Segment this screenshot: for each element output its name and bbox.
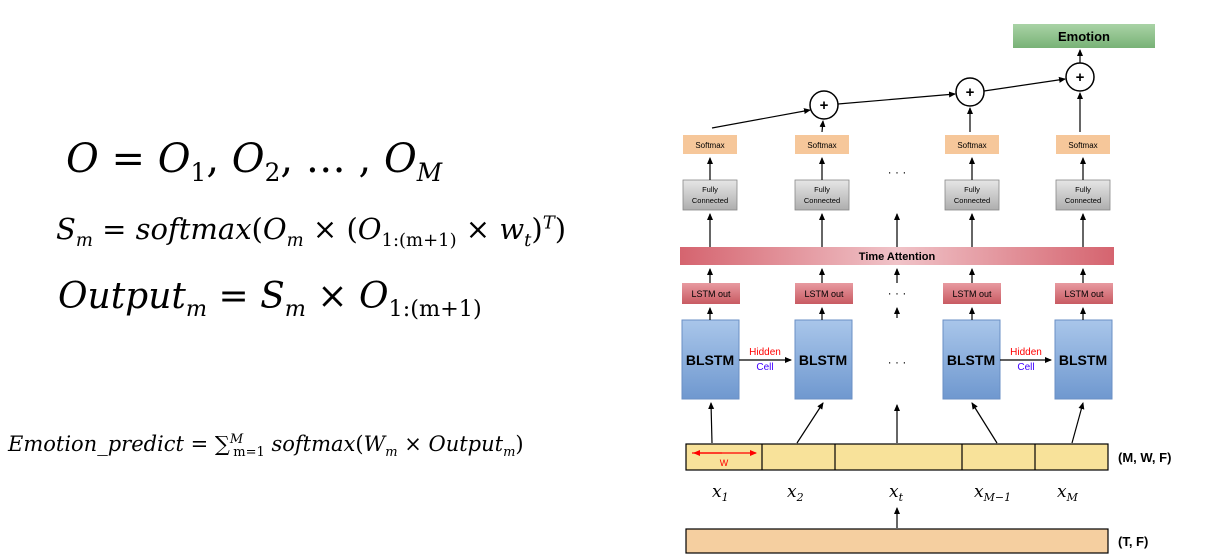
eq-ellipsis: … [305,136,346,182]
eq-subscript: m [385,445,398,461]
eq-subscript: 2 [264,158,281,187]
blstm-box [1054,319,1113,400]
eq-symbol: Emotion_predict [8,432,184,456]
lstm-out-box [1055,283,1113,304]
time-attention-bar [680,247,1114,265]
blstm-box [942,319,1001,400]
sum-node-2: + [955,77,985,107]
softmax-label: Softmax [807,141,836,150]
eq-symbol: O [157,136,191,182]
layer-arrows [707,157,1086,528]
ellipsis-dots: · · · [888,355,907,369]
softmax-label: Softmax [957,141,986,150]
hidden-label: Hidden [1010,347,1042,358]
emotion-output-box [1013,24,1155,48]
softmax-box [795,135,849,154]
window-width-label: W [720,458,729,468]
eq-symbol: Output [428,432,504,456]
blstm-box [681,319,740,400]
eq-subscript: m=1 [233,445,265,461]
sum-node-1: + [809,90,839,120]
fc-label-line2: Connected [804,196,840,205]
eq-subscript: 1:(m+1) [381,229,457,251]
eq-subscript: m [75,229,93,251]
eq-subscript: m [503,445,516,461]
x-label: xt [889,482,904,504]
raw-input-bar [685,528,1109,554]
column-2: Softmax Fully Connected LSTM out BLSTM [794,135,853,400]
fully-connected-box [682,179,738,211]
fc-label-line2: Connected [1065,196,1101,205]
fc-label-line2: Connected [954,196,990,205]
softmax-label: Softmax [1068,141,1097,150]
plus-symbol: + [820,97,829,114]
lstm-out-box [943,283,1001,304]
equation-emotion-predict: Emotion_predict = ∑Mm=1 softmax(Wm × Out… [8,432,524,461]
x-label: xM [1057,482,1079,504]
eq-function: softmax [135,212,252,246]
blstm-label: BLSTM [1059,352,1107,368]
fc-label-line1: Fully [814,185,830,194]
lstm-out-box [795,283,853,304]
cell-label: Cell [756,362,773,373]
softmax-label: Softmax [695,141,724,150]
eq-subscript: m [286,229,304,251]
plus-symbol: + [966,84,975,101]
lstm-out-label: LSTM out [691,289,731,299]
softmax-box [683,135,737,154]
aggregation-arrows [711,49,1083,133]
time-attention-label: Time Attention [859,251,936,263]
tf-shape-label: (T, F) [1118,534,1148,549]
eq-superscript: T [542,212,555,234]
fc-label-line1: Fully [964,185,980,194]
eq-subscript: t [524,229,532,251]
sum-node-3: + [1065,62,1095,92]
cell-label: Cell [1017,362,1034,373]
blstm-label: BLSTM [686,352,734,368]
column-m-minus-1: Softmax Fully Connected LSTM out BLSTM [942,135,1001,400]
segment-labels: x1 x2 xt xM−1 xM [712,482,1079,504]
blstm-box [794,319,853,400]
eq-symbol: O [231,136,265,182]
eq-symbol: S [56,212,76,246]
column-1: Softmax Fully Connected LSTM out BLSTM [681,135,740,400]
eq-symbol: O [66,136,99,182]
equation-output-sequence: O = O1, O2, … , OM [66,136,443,187]
ellipsis-dots: · · · [888,286,907,300]
fc-label-line2: Connected [692,196,728,205]
eq-subscript: m [284,296,306,323]
lstm-out-label: LSTM out [804,289,844,299]
equation-softmax-score: Sm = softmax(Om × (O1:(m+1) × wt)T) [56,212,567,251]
fc-label-line1: Fully [702,185,718,194]
eq-symbol: O [383,136,417,182]
blstm-label: BLSTM [947,352,995,368]
eq-subscript: m [185,296,208,323]
eq-function: softmax [271,432,356,456]
eq-superscript: M [229,432,244,447]
lstm-out-label: LSTM out [1064,289,1104,299]
x-label: x2 [787,482,804,504]
plus-symbol: + [1076,69,1085,86]
eq-symbol: Output [58,276,186,317]
fc-label-line1: Fully [1075,185,1091,194]
eq-subscript: 1:(m+1) [388,296,482,323]
emotion-label: Emotion [1058,29,1110,44]
hidden-label: Hidden [749,347,781,358]
lstm-out-box [682,283,740,304]
lstm-out-label: LSTM out [952,289,992,299]
ellipsis-dots: · · · [888,165,907,179]
x-label: xM−1 [974,482,1011,504]
mwf-shape-label: (M, W, F) [1118,450,1171,465]
x-label: x1 [712,482,729,504]
softmax-box [1056,135,1110,154]
column-m: Softmax Fully Connected LSTM out BLSTM [1054,135,1113,400]
eq-subscript: 1 [190,158,207,187]
segmented-input-bar [685,443,1109,471]
blstm-label: BLSTM [799,352,847,368]
softmax-box [945,135,999,154]
equation-output-m: Outputm = Sm × O1:(m+1) [58,276,482,323]
eq-subscript: M [416,158,443,187]
